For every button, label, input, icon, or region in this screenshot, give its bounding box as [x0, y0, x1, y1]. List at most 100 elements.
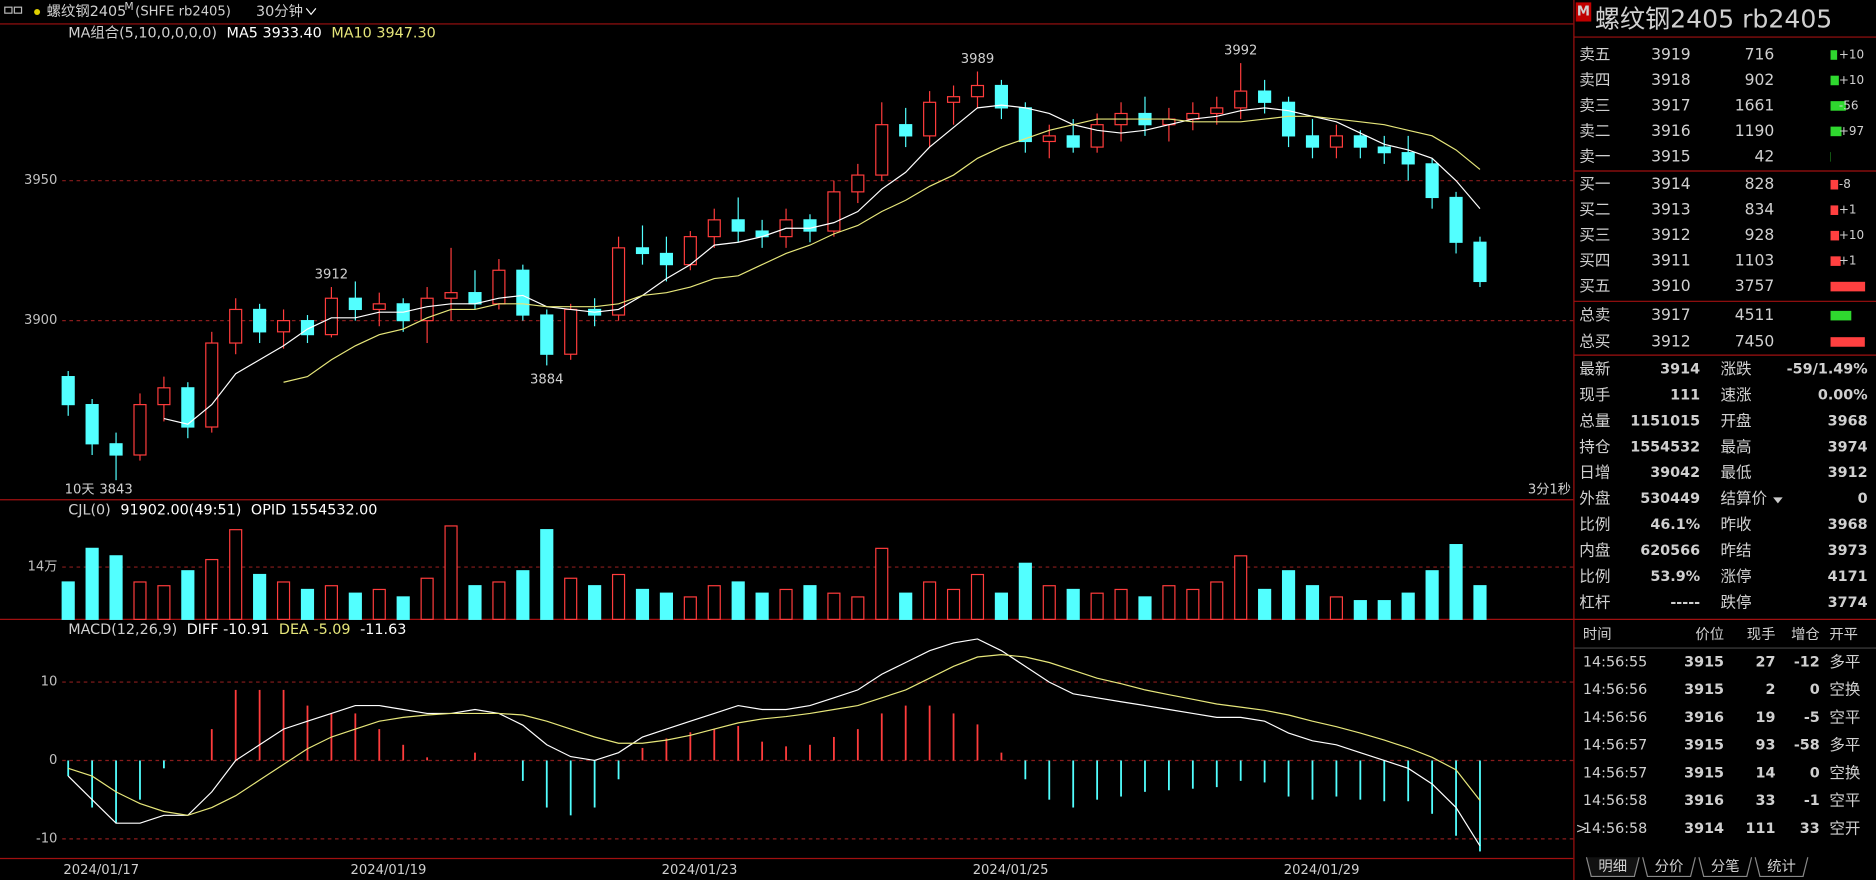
macd-bar: [641, 747, 644, 761]
macd-bar: [833, 736, 835, 761]
volume-bar: [1258, 588, 1272, 620]
book-change: +1: [1839, 203, 1857, 217]
quote-badge: M: [1577, 4, 1590, 19]
period-count: 10天: [65, 483, 95, 498]
tab-outline: [1642, 857, 1696, 878]
stat-value: 1151015: [1630, 413, 1700, 429]
volume-bar: [588, 585, 602, 620]
trade-time: 14:56:56: [1583, 682, 1647, 698]
candle-body: [1377, 146, 1391, 154]
trade-hand: 93: [1756, 738, 1776, 754]
legend-entry: -11.63: [360, 622, 406, 638]
volume-bar: [1210, 581, 1224, 620]
trade-change: 33: [1800, 821, 1820, 837]
tab[interactable]: 分笔: [1711, 858, 1740, 875]
candle-body: [324, 297, 338, 336]
book-label: 卖五: [1579, 46, 1610, 64]
trade-type: 空换: [1829, 764, 1861, 782]
book-bar: [1830, 179, 1839, 190]
book-price: 3913: [1651, 201, 1691, 219]
macd-bar: [856, 729, 859, 761]
volume-bar: [1234, 555, 1248, 620]
symbol-name: 螺纹钢2405: [47, 3, 127, 20]
book-label: 买三: [1579, 226, 1610, 244]
book-bar: [1830, 230, 1840, 241]
candle-body: [276, 320, 291, 333]
candle-body: [1090, 124, 1104, 148]
macd-bar: [1335, 760, 1338, 797]
trades-header: 开平: [1829, 627, 1858, 643]
volume-bar: [731, 581, 745, 620]
candle-body: [1353, 135, 1367, 148]
macd-bar: [569, 760, 572, 816]
volume-bar: [1473, 585, 1487, 620]
trade-hand: 111: [1746, 821, 1776, 837]
y-tick-label: 3950: [24, 173, 57, 188]
volume-bar: [300, 588, 315, 620]
trade-hand: 27: [1756, 654, 1776, 670]
candle-body: [1449, 196, 1463, 243]
y-tick-label: 10: [41, 675, 58, 690]
book-price: 3912: [1651, 332, 1691, 350]
volume-bar: [994, 592, 1008, 620]
trade-time: 14:56:56: [1583, 710, 1647, 726]
volume-bar: [683, 596, 697, 620]
candle-body: [1281, 101, 1296, 137]
candle-body: [348, 297, 362, 311]
book-price: 3914: [1651, 175, 1691, 193]
trade-change: -58: [1794, 738, 1820, 754]
volume-bar: [1377, 600, 1391, 620]
macd-bar: [785, 746, 787, 761]
tab[interactable]: 明细: [1598, 858, 1627, 875]
trade-type: 空开: [1829, 819, 1860, 837]
trade-type: 多平: [1829, 736, 1860, 754]
legend-entry: MA组合(5,10,0,0,0,0): [68, 24, 217, 41]
trade-change: -12: [1794, 654, 1820, 670]
book-volume: 902: [1745, 71, 1775, 89]
legend-entry: DIFF -10.91: [187, 622, 270, 638]
book-volume: 1190: [1735, 122, 1775, 140]
tab[interactable]: 分价: [1655, 858, 1684, 875]
book-bar: [1830, 50, 1838, 60]
stat-value: 1554532: [1630, 439, 1700, 455]
badge-box: [1575, 2, 1592, 22]
x-tick-label: 2024/01/17: [63, 863, 139, 878]
x-tick-label: 2024/01/29: [1284, 863, 1360, 878]
period-select[interactable]: 30分钟: [256, 3, 303, 20]
stat-label: 昨结: [1720, 542, 1751, 560]
candle-body: [803, 219, 817, 232]
macd-bar: [1407, 760, 1410, 802]
tab[interactable]: 统计: [1767, 858, 1796, 875]
chevron: [305, 7, 317, 16]
legend: MACD(12,26,9) DIFF -10.91 DEA -5.09 -11.63: [68, 622, 406, 638]
stat-value: 3968: [1828, 413, 1868, 429]
macd-bar: [928, 705, 931, 761]
trade-type: 空换: [1829, 681, 1861, 699]
trade-time: 14:56:55: [1583, 654, 1647, 670]
volume-bar: [157, 585, 171, 620]
stat-value: 3774: [1828, 595, 1868, 611]
macd-bar: [761, 741, 764, 761]
volume-bar: [1162, 585, 1176, 620]
stat-label: 日增: [1579, 464, 1610, 482]
macd-bar: [306, 705, 309, 761]
stat-value: 3914: [1660, 361, 1700, 377]
y-tick-label: 3900: [24, 313, 57, 328]
trade-price: 3915: [1684, 765, 1724, 781]
macd-bar: [1263, 760, 1266, 783]
volume-bar: [827, 592, 841, 620]
volume-bar: [444, 525, 458, 620]
candle-body: [229, 308, 243, 344]
low-label: 3843: [99, 483, 132, 498]
candle-body: [300, 320, 315, 336]
candle-body: [420, 297, 434, 322]
macd-bar: [880, 713, 883, 761]
macd-bar: [402, 744, 405, 761]
macd-bar: [713, 729, 716, 761]
volume-bar: [1066, 588, 1080, 620]
macd-bar: [521, 760, 524, 781]
book-price: 3915: [1651, 147, 1691, 165]
y-tick-label: 14万: [28, 560, 58, 575]
stat-label: 涨跌: [1720, 360, 1752, 378]
stat-label: 总量: [1579, 412, 1610, 430]
